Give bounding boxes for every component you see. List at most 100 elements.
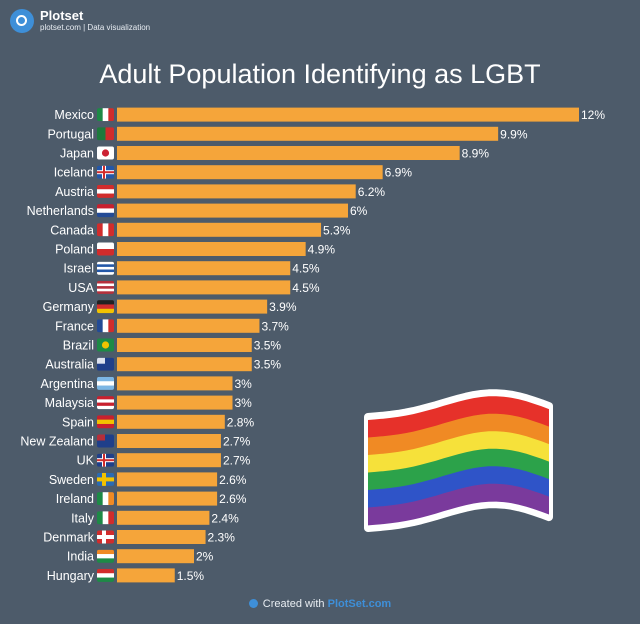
chart-title: Adult Population Identifying as LGBT: [99, 59, 541, 89]
bar: [117, 299, 268, 314]
category-label: Iceland: [54, 166, 94, 180]
value-label: 3.7%: [261, 319, 289, 333]
chart-row: Poland 4.9%: [55, 242, 335, 257]
brand-header: Plotset plotset.com | Data visualization: [10, 4, 150, 38]
brand-subtitle: plotset.com | Data visualization: [40, 23, 151, 32]
chart-row: Sweden 2.6%: [49, 472, 247, 487]
ireland-flag-icon: [97, 492, 114, 506]
netherlands-flag-icon: [97, 204, 114, 218]
chart-row: Brazil 3.5%: [63, 338, 281, 353]
chart-row: Argentina 3%: [40, 376, 252, 391]
bar: [117, 222, 322, 237]
bar: [117, 472, 218, 487]
mexico-flag-icon: [97, 108, 114, 122]
iceland-flag-icon: [97, 165, 114, 179]
category-label: Canada: [50, 223, 94, 237]
bar: [117, 376, 233, 391]
category-label: France: [55, 319, 94, 333]
poland-flag-icon: [97, 242, 114, 256]
bar: [117, 318, 260, 333]
plotset-pin-icon: [248, 599, 258, 608]
category-label: Japan: [60, 147, 94, 161]
value-label: 2%: [196, 550, 214, 564]
category-label: Netherlands: [27, 204, 94, 218]
bar: [117, 261, 291, 276]
category-label: Argentina: [40, 377, 94, 391]
category-label: Australia: [45, 358, 94, 372]
value-label: 3%: [235, 396, 253, 410]
chart-row: Austria 6.2%: [55, 184, 385, 199]
value-label: 4.9%: [308, 243, 336, 257]
category-label: Portugal: [47, 127, 94, 141]
chart-row: Israel 4.5%: [63, 261, 320, 276]
japan-flag-icon: [97, 146, 114, 160]
category-label: Italy: [71, 511, 95, 525]
value-label: 4.5%: [292, 262, 320, 276]
category-label: Spain: [62, 415, 94, 429]
bar: [117, 357, 252, 372]
bar: [117, 549, 194, 564]
chart-row: Germany 3.9%: [43, 299, 297, 314]
chart-row: Netherlands 6%: [27, 203, 368, 218]
bar: [117, 338, 252, 352]
value-label: 9.9%: [500, 127, 528, 141]
chart-rows: Mexico 12% Portugal 9.9% Japan 8.9% Iceland 6.9…: [20, 107, 605, 583]
pride-stripe: [368, 413, 549, 456]
chart-row: USA 4.5%: [68, 280, 320, 295]
israel-flag-icon: [97, 261, 114, 275]
bar: [117, 395, 233, 410]
value-label: 3.9%: [269, 300, 297, 314]
brand-name: Plotset: [40, 8, 84, 23]
bar: [117, 146, 460, 160]
chart-row: New Zealand 2.7%: [20, 434, 251, 449]
category-label: Mexico: [54, 108, 94, 122]
category-label: Hungary: [47, 569, 95, 583]
value-label: 6.9%: [385, 166, 413, 180]
france-flag-icon: [97, 319, 114, 333]
australia-flag-icon: [97, 357, 114, 371]
austria-flag-icon: [97, 184, 114, 198]
category-label: Germany: [43, 300, 95, 314]
brazil-flag-icon: [97, 338, 114, 352]
pride-stripe: [368, 431, 549, 473]
category-label: Malaysia: [45, 396, 94, 410]
chart-row: Iceland 6.9%: [54, 165, 413, 180]
bar: [117, 491, 218, 506]
value-label: 2.8%: [227, 415, 255, 429]
value-label: 2.4%: [211, 511, 239, 525]
value-label: 2.7%: [223, 454, 251, 468]
bar: [117, 165, 383, 180]
chart-row: France 3.7%: [55, 318, 289, 333]
value-label: 6%: [350, 204, 368, 218]
footer-link[interactable]: PlotSet.com: [327, 598, 392, 610]
value-label: 2.7%: [223, 435, 251, 449]
chart-row: Mexico 12%: [54, 107, 605, 122]
bar: [117, 434, 221, 448]
footer-prefix: Created with: [262, 598, 325, 610]
value-label: 4.5%: [292, 281, 320, 295]
bar: [117, 242, 306, 256]
usa-flag-icon: [97, 280, 114, 294]
category-label: Sweden: [49, 473, 94, 487]
chart-row: Hungary 1.5%: [47, 568, 205, 583]
sweden-flag-icon: [97, 472, 114, 486]
chart-row: Canada 5.3%: [50, 222, 351, 237]
value-label: 3%: [235, 377, 253, 391]
bar: [117, 414, 225, 429]
category-label: Israel: [63, 262, 94, 276]
value-label: 2.6%: [219, 473, 247, 487]
chart-row: Australia 3.5%: [45, 357, 281, 372]
brand-text: Plotset plotset.com | Data visualization: [40, 9, 150, 33]
value-label: 1.5%: [177, 569, 205, 583]
bar: [117, 568, 175, 583]
bar: [117, 453, 221, 468]
chart-row: Portugal 9.9%: [47, 126, 528, 141]
pride-stripe: [368, 396, 549, 438]
footer-credit: Created with PlotSet.com: [0, 598, 640, 610]
new-zealand-flag-icon: [97, 434, 114, 448]
pride-stripe: [368, 483, 549, 526]
chart-row: Malaysia 3%: [45, 395, 253, 410]
chart-row: Denmark 2.3%: [43, 530, 235, 545]
value-label: 3.5%: [254, 358, 282, 372]
